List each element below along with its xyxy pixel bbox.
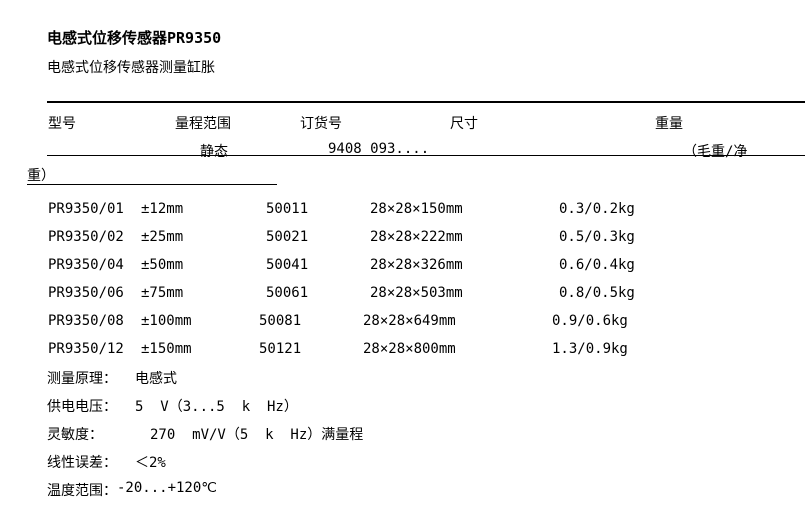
spec-line: 供电电压： 5 V（3...5 k Hz） bbox=[0, 396, 805, 415]
cell-model: PR9350/01 bbox=[48, 201, 124, 217]
spec-line: 线性误差： ＜2% bbox=[0, 452, 805, 471]
cell-range: ±100mm bbox=[141, 313, 192, 329]
spec-line: 灵敏度： 270 mV/V（5 k Hz）满量程 bbox=[0, 424, 805, 443]
table-row: PR9350/01 ±12mm 50011 28×28×150mm 0.3/0.… bbox=[0, 201, 805, 217]
cell-model: PR9350/12 bbox=[48, 341, 124, 357]
table-row: PR9350/12 ±150mm 50121 28×28×800mm 1.3/0… bbox=[0, 341, 805, 357]
table-top-rule bbox=[47, 101, 805, 103]
cell-weight: 0.5/0.3kg bbox=[559, 229, 635, 245]
cell-range: ±50mm bbox=[141, 257, 184, 273]
spec-label: 温度范围： bbox=[47, 483, 117, 499]
cell-model: PR9350/08 bbox=[48, 313, 124, 329]
weight-note-line2: 重） bbox=[27, 168, 55, 184]
cell-range: ±75mm bbox=[141, 285, 184, 301]
cell-model: PR9350/02 bbox=[48, 229, 124, 245]
page-subtitle: 电感式位移传感器测量缸胀 bbox=[47, 60, 215, 76]
subheader-underline bbox=[47, 155, 805, 156]
spec-line: 测量原理： 电感式 bbox=[0, 368, 805, 387]
cell-weight: 0.8/0.5kg bbox=[559, 285, 635, 301]
cell-order: 50011 bbox=[266, 201, 309, 217]
cell-model: PR9350/06 bbox=[48, 285, 124, 301]
cell-size: 28×28×326mm bbox=[370, 257, 463, 273]
spec-label: 灵敏度： bbox=[47, 427, 103, 443]
spec-line: 温度范围： -20...+120℃ bbox=[0, 480, 805, 499]
table-subheader-row: 静态 9408 093.... （毛重/净 bbox=[0, 141, 805, 160]
col-header-weight: 重量 bbox=[655, 116, 683, 132]
cell-order: 50021 bbox=[266, 229, 309, 245]
subheader-static: 静态 bbox=[200, 144, 228, 160]
cell-model: PR9350/04 bbox=[48, 257, 124, 273]
cell-order: 50041 bbox=[266, 257, 309, 273]
cell-size: 28×28×649mm bbox=[363, 313, 456, 329]
cell-weight: 0.3/0.2kg bbox=[559, 201, 635, 217]
cell-size: 28×28×800mm bbox=[363, 341, 456, 357]
spec-label: 测量原理： bbox=[47, 371, 117, 387]
spec-label: 供电电压： bbox=[47, 399, 117, 415]
cell-range: ±25mm bbox=[141, 229, 184, 245]
col-header-range: 量程范围 bbox=[175, 116, 231, 132]
cell-range: ±12mm bbox=[141, 201, 184, 217]
cell-size: 28×28×222mm bbox=[370, 229, 463, 245]
table-row: PR9350/06 ±75mm 50061 28×28×503mm 0.8/0.… bbox=[0, 285, 805, 301]
cell-weight: 0.6/0.4kg bbox=[559, 257, 635, 273]
cell-size: 28×28×503mm bbox=[370, 285, 463, 301]
cell-weight: 1.3/0.9kg bbox=[552, 341, 628, 357]
cell-order: 50081 bbox=[259, 313, 302, 329]
page-title: 电感式位移传感器PR9350 bbox=[47, 29, 222, 47]
cell-size: 28×28×150mm bbox=[370, 201, 463, 217]
table-row: PR9350/08 ±100mm 50081 28×28×649mm 0.9/0… bbox=[0, 313, 805, 329]
table-row: PR9350/02 ±25mm 50021 28×28×222mm 0.5/0.… bbox=[0, 229, 805, 245]
col-header-size: 尺寸 bbox=[450, 116, 478, 132]
spec-value: 电感式 bbox=[135, 371, 177, 387]
weight-note-underline bbox=[27, 184, 277, 185]
table-row: PR9350/04 ±50mm 50041 28×28×326mm 0.6/0.… bbox=[0, 257, 805, 273]
cell-weight: 0.9/0.6kg bbox=[552, 313, 628, 329]
subheader-order-prefix: 9408 093.... bbox=[328, 141, 430, 157]
cell-range: ±150mm bbox=[141, 341, 192, 357]
col-header-model: 型号 bbox=[48, 116, 76, 132]
spec-value: 5 V（3...5 k Hz） bbox=[135, 399, 298, 415]
spec-value: -20...+120℃ bbox=[117, 480, 218, 496]
weight-note-line1: （毛重/净 bbox=[683, 144, 748, 160]
col-header-order: 订货号 bbox=[300, 116, 342, 132]
spec-value: ＜2% bbox=[135, 455, 166, 471]
table-header-row: 型号 量程范围 订货号 尺寸 重量 bbox=[0, 113, 805, 132]
cell-order: 50061 bbox=[266, 285, 309, 301]
spec-value: 270 mV/V（5 k Hz）满量程 bbox=[150, 427, 364, 443]
cell-order: 50121 bbox=[259, 341, 302, 357]
spec-label: 线性误差： bbox=[47, 455, 117, 471]
